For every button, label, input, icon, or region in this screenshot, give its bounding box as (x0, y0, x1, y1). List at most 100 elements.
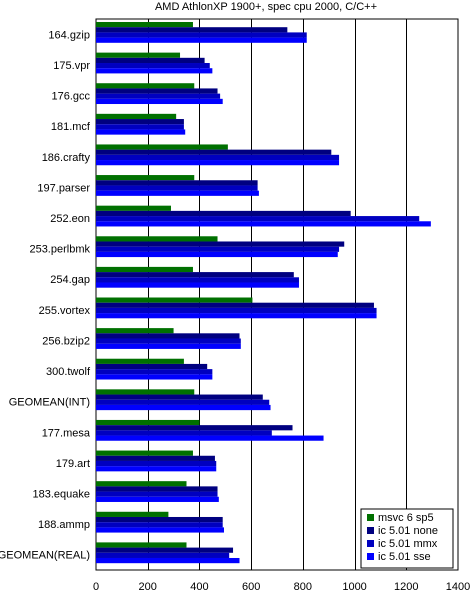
bar (96, 37, 307, 43)
bar (96, 129, 186, 135)
bar (96, 221, 431, 227)
bar (96, 27, 288, 33)
category-label: 253.perlbmk (29, 244, 90, 256)
bar (96, 63, 210, 69)
legend-label: msvc 6 sp5 (378, 512, 434, 524)
bar (96, 180, 258, 186)
bar (96, 425, 293, 431)
bar (96, 547, 234, 553)
x-tick-label: 600 (242, 581, 260, 593)
bar (96, 83, 195, 89)
grid-lines (148, 19, 407, 570)
category-label: 254.gap (50, 274, 90, 286)
bar (96, 542, 187, 548)
bar (96, 68, 213, 74)
bar (96, 272, 294, 278)
category-labels: 164.gzip 175.vpr 176.gcc 181.mcf 186.crafty 1… (0, 29, 91, 561)
bar (96, 88, 218, 94)
category-label: 181.mcf (51, 121, 91, 133)
category-label: 256.bzip2 (42, 335, 90, 347)
category-label: 255.vortex (39, 305, 91, 317)
x-tick-label: 200 (139, 581, 157, 593)
bar (96, 160, 340, 166)
bar (96, 496, 219, 502)
bar (96, 527, 224, 533)
bar (96, 522, 223, 528)
bar (96, 363, 208, 370)
legend-swatch (367, 540, 374, 547)
bar (96, 266, 193, 273)
bar (96, 338, 241, 344)
bar (96, 419, 200, 426)
category-label: 179.art (56, 458, 90, 470)
x-tick-label: 1400 (446, 581, 470, 593)
category-label: 183.equake (33, 488, 91, 500)
bar (96, 52, 181, 58)
bar (96, 149, 332, 155)
bar (96, 282, 299, 288)
bar (96, 205, 171, 211)
bar (96, 32, 307, 38)
bar (96, 369, 213, 375)
category-label: 175.vpr (53, 60, 90, 72)
bar (96, 216, 420, 222)
x-tick-label: 1200 (394, 581, 418, 593)
bar (96, 333, 240, 339)
bar (96, 516, 223, 523)
x-tick-label: 400 (190, 581, 208, 593)
bar (96, 466, 217, 472)
bar (96, 389, 195, 395)
bar (96, 460, 217, 467)
bar (96, 481, 187, 487)
legend-swatch (367, 527, 374, 534)
bar (96, 394, 263, 400)
bar (96, 93, 221, 99)
legend-label: ic 5.01 mmx (378, 538, 438, 550)
category-label: 252.eon (50, 213, 90, 225)
bar (96, 210, 351, 217)
category-label: 300.twolf (46, 366, 91, 378)
bar (96, 119, 184, 125)
bar (96, 302, 374, 308)
bar (96, 450, 193, 456)
bar (96, 57, 205, 64)
legend-label: ic 5.01 sse (378, 551, 431, 563)
bar (96, 246, 340, 252)
bar (96, 175, 195, 181)
bar (96, 98, 223, 105)
bar (96, 297, 253, 303)
bar (96, 154, 340, 161)
category-label: 188.ammp (38, 519, 90, 531)
bar (96, 358, 184, 364)
category-label: 177.mesa (42, 427, 91, 439)
bar (96, 185, 258, 191)
bar (96, 113, 177, 120)
bar (96, 486, 218, 492)
bar (96, 144, 228, 150)
legend-swatch (367, 514, 374, 521)
legend-label: ic 5.01 none (378, 525, 438, 537)
bar (96, 236, 218, 242)
chart-title: AMD AthlonXP 1900+, spec cpu 2000, C/C++ (155, 1, 377, 13)
legend-box (360, 508, 454, 569)
bar (96, 313, 377, 319)
bar (96, 277, 299, 283)
category-label: 197.parser (37, 182, 90, 194)
category-label: 176.gcc (51, 91, 90, 103)
bar (96, 124, 184, 130)
x-tick-labels: 0 200 400 600 800 1000 1200 1400 (93, 581, 470, 593)
bar (96, 552, 230, 558)
bar (96, 430, 272, 436)
legend-swatch (367, 553, 374, 560)
bar (96, 435, 324, 441)
bar (96, 251, 338, 258)
bar (96, 399, 270, 405)
bar (96, 343, 241, 349)
category-label: GEOMEAN(REAL) (0, 550, 90, 562)
bar (96, 404, 271, 411)
category-label: 164.gzip (48, 29, 90, 41)
bar (96, 307, 377, 314)
plot-area (95, 18, 459, 571)
